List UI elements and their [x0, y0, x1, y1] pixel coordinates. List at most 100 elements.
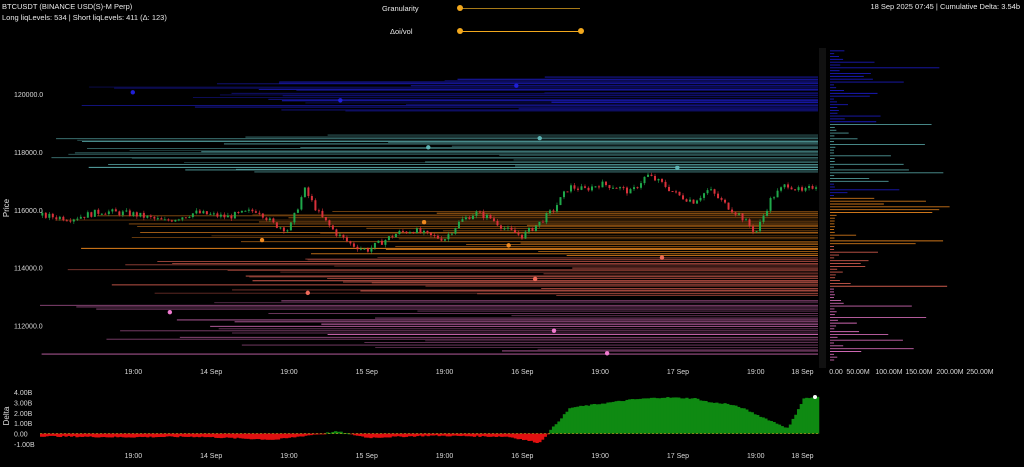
liq-level-dot	[338, 98, 343, 103]
oi-vol-slider-track[interactable]	[460, 31, 581, 32]
candle-body	[181, 217, 184, 220]
delta-bar	[541, 433, 545, 440]
candle-body	[184, 217, 187, 219]
candle-body	[202, 211, 205, 214]
delta-bar	[437, 433, 441, 437]
delta-bar	[407, 433, 411, 437]
delta-bar	[783, 427, 787, 434]
delta-bar	[127, 433, 131, 438]
candle-body	[188, 216, 191, 218]
delta-bar	[649, 397, 654, 434]
delta-bar	[86, 433, 90, 437]
liq-level-dot	[130, 90, 135, 95]
candle-body	[128, 210, 131, 216]
delta-bar	[108, 433, 112, 438]
delta-bar	[336, 431, 341, 434]
candle-body	[205, 211, 208, 215]
candle-body	[580, 186, 583, 190]
candle-body	[76, 218, 79, 220]
delta-bar	[369, 433, 373, 439]
delta-bar	[750, 412, 754, 434]
candle-body	[44, 212, 47, 218]
delta-bar	[538, 433, 542, 443]
candle-body	[668, 186, 671, 192]
candle-body	[790, 187, 793, 190]
delta-bar	[737, 406, 741, 434]
candle-body	[41, 212, 44, 216]
candle-body	[72, 219, 75, 222]
delta-bar	[328, 432, 332, 434]
candle-body	[391, 236, 394, 238]
delta-bar	[167, 433, 172, 437]
candle-body	[611, 187, 614, 189]
delta-tick-label: 3.00B	[14, 401, 33, 408]
candle-body	[590, 186, 593, 191]
candle-body	[265, 217, 268, 221]
delta-bar	[630, 399, 635, 434]
delta-bar	[230, 433, 234, 438]
candle-body	[272, 218, 275, 223]
delta-bar	[331, 431, 335, 434]
delta-bar	[497, 433, 501, 437]
candle-body	[48, 213, 51, 218]
candle-body	[689, 199, 692, 202]
candle-body	[135, 212, 138, 217]
delta-bar	[298, 433, 302, 437]
delta-bar	[94, 433, 98, 438]
oi-vol-slider-handle-min[interactable]	[457, 28, 463, 34]
delta-bar	[91, 433, 95, 438]
delta-bar	[203, 433, 207, 438]
delta-bar	[758, 416, 763, 434]
delta-bar	[113, 433, 117, 437]
candle-body	[142, 212, 145, 218]
delta-bar	[513, 433, 518, 439]
candle-body	[552, 210, 555, 212]
candle-body	[745, 219, 748, 221]
price-tick-label: 116000.0	[14, 208, 43, 215]
delta-bar	[532, 433, 537, 443]
delta-bar	[590, 404, 594, 434]
timestamp-delta: 18 Sep 2025 07:45 | Cumulative Delta: 3.…	[870, 2, 1020, 11]
delta-bar	[448, 433, 452, 437]
candle-body	[310, 195, 313, 201]
delta-bar	[89, 433, 93, 437]
candle-body	[429, 232, 432, 236]
delta-bar	[625, 399, 629, 434]
oi-vol-slider-handle-max[interactable]	[578, 28, 584, 34]
candle-body	[447, 234, 450, 240]
candle-body	[520, 234, 523, 239]
delta-bar	[527, 433, 531, 441]
delta-bar	[181, 433, 185, 437]
delta-bar	[715, 402, 719, 434]
delta-bar	[138, 433, 142, 437]
delta-bar	[426, 433, 430, 437]
delta-bar	[252, 433, 256, 440]
delta-bar	[40, 433, 44, 437]
delta-time-tick-label: 19:00	[280, 453, 298, 460]
time-tick-label: 17 Sep	[667, 369, 689, 376]
granularity-slider-track[interactable]	[460, 8, 580, 9]
delta-bar	[353, 433, 357, 436]
candle-body	[97, 209, 100, 214]
candle-body	[69, 220, 72, 222]
delta-bar	[505, 433, 509, 437]
delta-bar	[48, 433, 52, 436]
candle-body	[541, 221, 544, 223]
time-tick-label: 14 Sep	[200, 369, 222, 376]
delta-bar	[777, 424, 782, 434]
granularity-slider-handle[interactable]	[457, 5, 463, 11]
delta-bar	[568, 408, 572, 434]
delta-bar	[423, 433, 428, 436]
delta-bar	[780, 426, 784, 434]
candle-body	[293, 212, 296, 223]
candle-body	[682, 195, 685, 200]
candle-body	[58, 216, 61, 220]
candle-body	[461, 219, 464, 222]
candle-body	[226, 215, 229, 218]
candle-body	[527, 227, 530, 232]
candle-body	[513, 229, 516, 233]
candle-body	[195, 210, 198, 214]
delta-bar	[97, 433, 101, 438]
